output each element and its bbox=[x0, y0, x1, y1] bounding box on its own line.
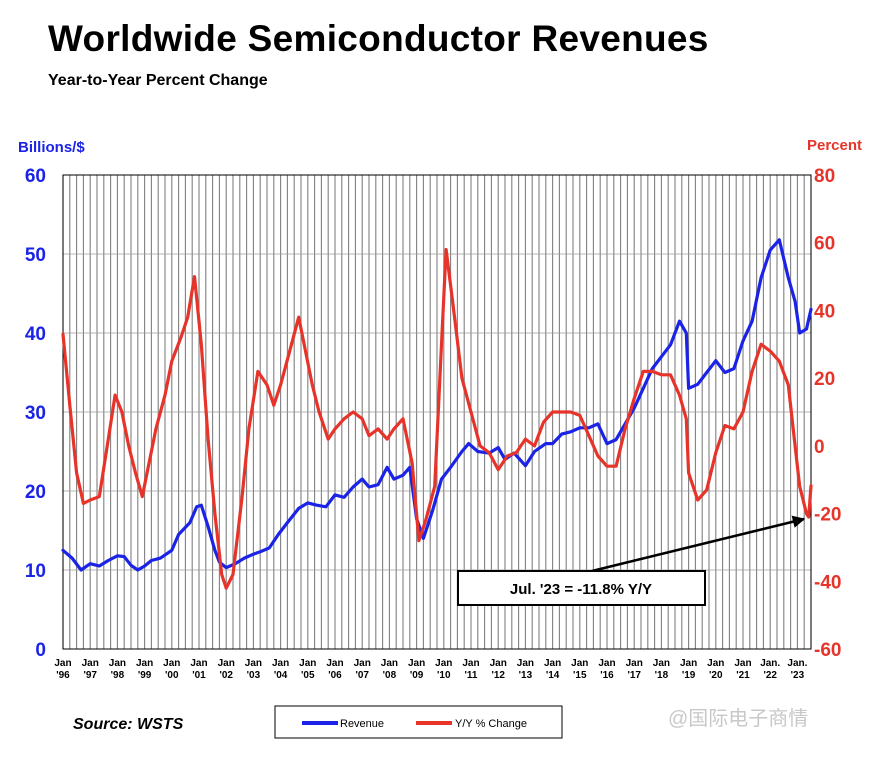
left-axis-tick-label: 40 bbox=[25, 324, 46, 345]
x-axis-tick-label: '22 bbox=[763, 670, 777, 681]
right-axis-tick-label: -60 bbox=[814, 640, 841, 661]
x-axis-tick-label: '09 bbox=[410, 670, 424, 681]
x-axis-tick-label: Jan bbox=[245, 658, 262, 669]
x-axis-tick-label: '13 bbox=[519, 670, 533, 681]
left-axis-tick-label: 30 bbox=[25, 403, 46, 424]
x-axis-tick-label: Jan bbox=[408, 658, 425, 669]
x-axis-tick-label: Jan bbox=[734, 658, 751, 669]
x-axis-tick-label: Jan bbox=[571, 658, 588, 669]
x-axis-tick-label: '11 bbox=[465, 670, 478, 681]
x-axis-tick-label: '02 bbox=[219, 670, 233, 681]
chart-title: Worldwide Semiconductor Revenues bbox=[48, 18, 709, 59]
x-axis-tick-label: '05 bbox=[301, 670, 315, 681]
x-axis-tick-label: '14 bbox=[546, 670, 560, 681]
x-axis-tick-label: Jan bbox=[680, 658, 697, 669]
plot-frame bbox=[62, 174, 812, 650]
yy-change-series-line bbox=[61, 247, 813, 590]
x-axis-tick-label: '97 bbox=[83, 670, 97, 681]
x-axis-tick-label: Jan bbox=[598, 658, 615, 669]
x-axis-tick-label: Jan bbox=[626, 658, 643, 669]
x-axis-tick-label: '21 bbox=[736, 670, 750, 681]
right-axis-tick-label: 20 bbox=[814, 369, 835, 390]
left-axis-tick-label: 20 bbox=[25, 482, 46, 503]
x-axis-tick-label: Jan bbox=[517, 658, 534, 669]
x-axis-tick-label: Jan bbox=[190, 658, 207, 669]
x-axis-tick-label: '20 bbox=[709, 670, 723, 681]
right-axis-tick-label: 40 bbox=[814, 301, 835, 322]
legend: Revenue Y/Y % Change bbox=[274, 705, 563, 739]
right-axis-tick-label: 80 bbox=[814, 166, 835, 187]
legend-yy-label: Y/Y % Change bbox=[455, 718, 527, 730]
right-axis-tick-label: -40 bbox=[814, 572, 841, 593]
x-axis-tick-label: Jan bbox=[109, 658, 126, 669]
x-axis-tick-label: Jan bbox=[707, 658, 724, 669]
x-axis-tick-label: Jan bbox=[163, 658, 180, 669]
x-axis-tick-label: '01 bbox=[192, 670, 206, 681]
x-axis-tick-label: '10 bbox=[437, 670, 451, 681]
x-axis-tick-label: Jan bbox=[272, 658, 289, 669]
x-axis-tick-label: '98 bbox=[111, 670, 125, 681]
right-axis-tick-label: -20 bbox=[814, 505, 841, 526]
left-axis-title: Billions/$ bbox=[18, 139, 85, 156]
revenue-series-line bbox=[61, 238, 813, 572]
x-axis-tick-label: Jan bbox=[490, 658, 507, 669]
x-axis-tick-label: Jan bbox=[653, 658, 670, 669]
x-axis-tick-label: '17 bbox=[627, 670, 641, 681]
series-layer bbox=[61, 238, 813, 590]
callout-arrow bbox=[591, 515, 806, 573]
x-axis-tick-label: '08 bbox=[383, 670, 397, 681]
x-axis-tick-label: Jan bbox=[462, 658, 479, 669]
callout-box bbox=[457, 570, 706, 606]
source-note: Source: WSTS bbox=[73, 716, 184, 733]
x-axis-tick-label: '18 bbox=[655, 670, 669, 681]
x-axis-tick-label: Jan bbox=[354, 658, 371, 669]
x-axis-tick-label: Jan bbox=[326, 658, 343, 669]
x-axis-tick-label: '19 bbox=[682, 670, 696, 681]
x-axis-tick-label: '23 bbox=[791, 670, 805, 681]
callout-text: Jul. '23 = -11.8% Y/Y bbox=[510, 581, 652, 598]
x-axis-tick-label: Jan bbox=[435, 658, 452, 669]
x-axis-tick-label: '04 bbox=[274, 670, 288, 681]
x-axis-tick-label: Jan bbox=[544, 658, 561, 669]
x-axis-tick-label: Jan bbox=[82, 658, 99, 669]
x-axis-tick-label: Jan bbox=[54, 658, 71, 669]
x-axis-tick-label: '96 bbox=[56, 670, 70, 681]
x-axis-tick-label: Jan bbox=[299, 658, 316, 669]
x-axis-tick-label: '00 bbox=[165, 670, 179, 681]
x-axis-tick-label: '12 bbox=[491, 670, 505, 681]
x-axis-tick-label: '16 bbox=[600, 670, 614, 681]
x-axis-tick-label: '99 bbox=[138, 670, 152, 681]
x-axis-tick-label: Jan. bbox=[760, 658, 780, 669]
watermark: @国际电子商情 bbox=[668, 708, 809, 730]
legend-revenue-label: Revenue bbox=[340, 718, 384, 730]
x-axis-tick-label: Jan. bbox=[787, 658, 807, 669]
x-axis-tick-label: '07 bbox=[355, 670, 369, 681]
right-axis-tick-label: 0 bbox=[814, 437, 825, 458]
x-axis-tick-label: '03 bbox=[247, 670, 261, 681]
x-axis-tick-label: Jan bbox=[136, 658, 153, 669]
chart-subtitle: Year-to-Year Percent Change bbox=[48, 72, 268, 89]
left-axis-tick-label: 50 bbox=[25, 245, 46, 266]
left-axis-tick-label: 10 bbox=[25, 561, 46, 582]
right-axis-tick-label: 60 bbox=[814, 234, 835, 255]
x-axis-tick-label: Jan bbox=[381, 658, 398, 669]
x-axis-tick-label: Jan bbox=[218, 658, 235, 669]
left-axis-tick-label: 60 bbox=[25, 166, 46, 187]
x-axis-tick-label: '15 bbox=[573, 670, 587, 681]
x-axis-tick-label: '06 bbox=[328, 670, 342, 681]
right-axis-title: Percent bbox=[807, 137, 862, 154]
axis-ticks: 0 10 20 30 40 50 60 -60 -40 -20 0 20 40 60 80 Jan '96 Jan… bbox=[25, 166, 842, 681]
left-axis-tick-label: 0 bbox=[35, 640, 46, 661]
